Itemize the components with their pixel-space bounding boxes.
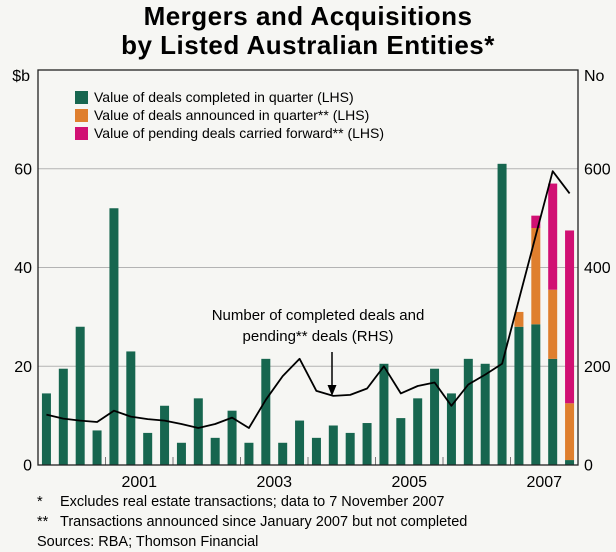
bar-segment-magenta (565, 230, 575, 404)
footnotes: * Excludes real estate transactions; dat… (0, 492, 616, 552)
bar-segment-green (531, 324, 541, 465)
bar-segment-orange (514, 311, 524, 327)
footnote-1-text: Excludes real estate transactions; data … (60, 494, 445, 510)
bar-segment-green (497, 163, 507, 465)
annotation-line1: Number of completed deals and (211, 307, 425, 324)
rhs-tick-label: 200 (584, 359, 611, 376)
annotation-line2: pending** deals (RHS) (242, 328, 394, 345)
bar-segment-green (126, 351, 136, 465)
legend-label-completed: Value of deals completed in quarter (LHS… (94, 89, 354, 105)
bar-segment-orange (548, 289, 558, 359)
chart-title: Mergers and Acquisitions by Listed Austr… (0, 2, 616, 60)
bar-segment-green (430, 368, 440, 465)
footnote-2-marker: ** (37, 514, 49, 530)
bar-segment-green (193, 398, 203, 465)
bar-segment-green (143, 432, 153, 465)
lhs-axis-unit-label: $b (12, 68, 30, 85)
bar-segment-green (362, 423, 372, 465)
bar-segment-green (58, 368, 68, 465)
footnote-1-marker: * (37, 494, 43, 510)
x-axis-year-label: 2001 (121, 474, 157, 491)
lhs-tick-label: 20 (14, 359, 32, 376)
bar-segment-orange (565, 403, 575, 461)
bar-segment-green (92, 430, 102, 465)
bar-segment-green (109, 208, 119, 465)
rhs-tick-label: 600 (584, 161, 611, 178)
bar-segment-green (278, 442, 288, 465)
lhs-tick-label: 40 (14, 260, 32, 277)
deals-count-line (46, 170, 571, 429)
legend-swatch-announced-icon (75, 108, 88, 122)
line-series-annotation: Number of completed deals and pending** … (168, 305, 468, 347)
bar-segment-green (295, 420, 305, 465)
bar-segment-green (463, 358, 473, 465)
bar-segment-green (446, 393, 456, 465)
bar-segment-orange (531, 228, 541, 325)
bar-segment-green (328, 425, 338, 465)
x-axis-year-label: 2007 (526, 474, 562, 491)
x-axis-year-label: 2003 (256, 474, 292, 491)
sources-line: Sources: RBA; Thomson Financial (37, 534, 259, 550)
bar-segment-green (244, 442, 254, 465)
lhs-tick-label: 0 (23, 458, 32, 475)
bar-segment-green (227, 410, 237, 465)
footnote-2: ** Transactions announced since January … (0, 512, 616, 532)
bar-segment-green (480, 363, 490, 465)
x-axis-year-label: 2005 (391, 474, 427, 491)
legend-swatch-completed-icon (75, 90, 88, 104)
legend-swatch-pending-icon (75, 126, 88, 140)
rhs-tick-label: 0 (584, 458, 593, 475)
bar-segment-green (396, 418, 406, 465)
bar-segment-green (565, 460, 575, 465)
bar-segment-green (413, 398, 423, 465)
chart-title-line1: Mergers and Acquisitions (143, 1, 473, 31)
plot-frame (37, 69, 579, 466)
legend-row-announced: Value of deals announced in quarter** (L… (75, 106, 384, 124)
legend-row-pending: Value of pending deals carried forward**… (75, 124, 384, 142)
bar-segment-green (75, 326, 85, 465)
bar-segment-green (379, 363, 389, 465)
bar-segment-green (514, 326, 524, 465)
bar-segment-green (345, 432, 355, 465)
bar-segment-green (41, 393, 51, 465)
bar-segment-magenta (531, 215, 541, 228)
bar-segment-green (261, 358, 271, 465)
legend-row-completed: Value of deals completed in quarter (LHS… (75, 88, 384, 106)
bar-segment-green (176, 442, 186, 465)
lhs-tick-label: 60 (14, 161, 32, 178)
bar-segment-magenta (548, 183, 558, 290)
legend-label-announced: Value of deals announced in quarter** (L… (94, 107, 370, 123)
bar-segment-green (210, 437, 220, 465)
bar-segment-green (311, 437, 321, 465)
rhs-tick-label: 400 (584, 260, 611, 277)
footnote-1: * Excludes real estate transactions; dat… (0, 492, 616, 512)
bar-segment-green (548, 358, 558, 465)
footnote-2-text: Transactions announced since January 200… (60, 514, 468, 530)
bar-segment-green (160, 405, 170, 465)
chart-title-line2: by Listed Australian Entities* (121, 30, 495, 60)
legend: Value of deals completed in quarter (LHS… (75, 88, 384, 142)
rhs-axis-unit-label: No (584, 68, 605, 85)
legend-label-pending: Value of pending deals carried forward**… (94, 125, 385, 141)
annotation-arrowhead-icon (327, 385, 337, 396)
